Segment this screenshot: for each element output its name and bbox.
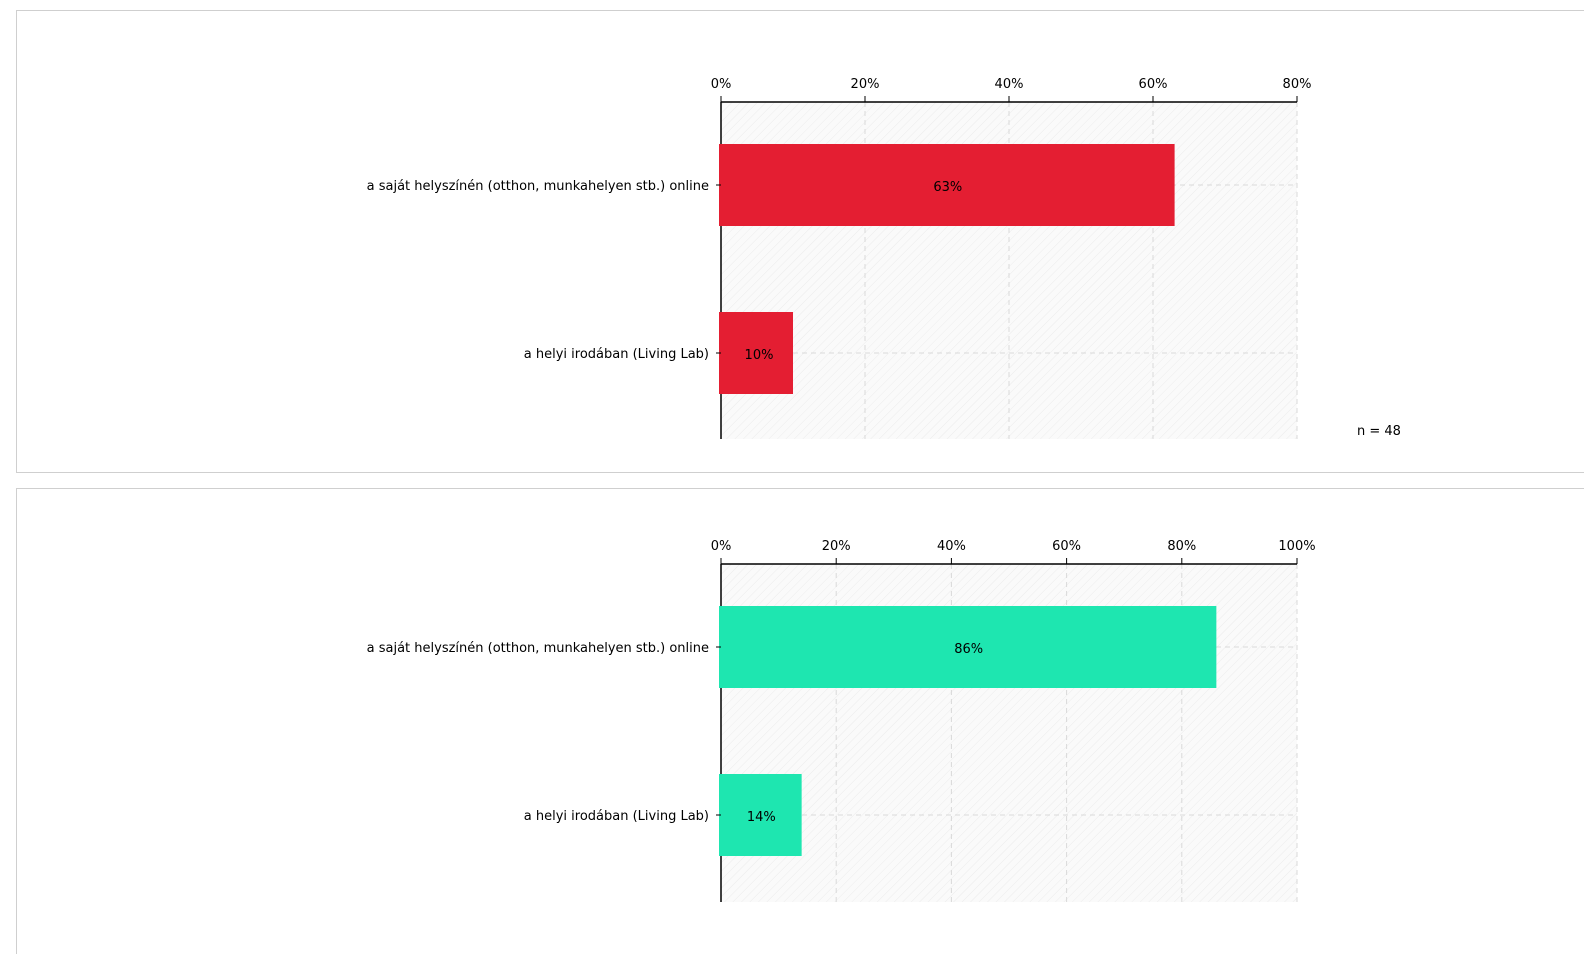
chart-panel-2: 0% 20% 40% 60% 80% 100% a saját helyszínén (ot…: [16, 488, 1584, 954]
category-label: a saját helyszínén (otthon, munkahelyen …: [367, 179, 709, 194]
bar-chart-1: 0% 20% 40% 60% 80% a saját helyszínén (otthon…: [367, 77, 1401, 439]
x-tick-label: 0%: [711, 539, 732, 554]
x-tick-label: 0%: [711, 77, 732, 92]
chart-panel-1: 0% 20% 40% 60% 80% a saját helyszínén (otthon…: [16, 10, 1584, 473]
x-tick-label: 60%: [1139, 77, 1168, 92]
sample-size-note: n = 48: [1357, 424, 1401, 439]
x-tick-label: 80%: [1283, 77, 1312, 92]
bar-chart-2: 0% 20% 40% 60% 80% 100% a saját helyszínén (ot…: [367, 539, 1316, 902]
bar: [719, 312, 793, 394]
value-label: 14%: [747, 810, 776, 825]
x-tick-label: 20%: [851, 77, 880, 92]
bar: [719, 144, 1175, 226]
x-tick-label: 20%: [822, 539, 851, 554]
x-tick-label: 60%: [1052, 539, 1081, 554]
x-tick-label: 100%: [1278, 539, 1315, 554]
value-label: 10%: [745, 348, 774, 363]
value-label: 63%: [933, 180, 962, 195]
category-label: a saját helyszínén (otthon, munkahelyen …: [367, 641, 709, 656]
category-label: a helyi irodában (Living Lab): [524, 809, 709, 824]
x-tick-label: 80%: [1167, 539, 1196, 554]
x-tick-label: 40%: [937, 539, 966, 554]
bar: [719, 774, 802, 856]
x-tick-label: 40%: [995, 77, 1024, 92]
category-label: a helyi irodában (Living Lab): [524, 347, 709, 362]
value-label: 86%: [954, 642, 983, 657]
bar: [719, 606, 1217, 688]
